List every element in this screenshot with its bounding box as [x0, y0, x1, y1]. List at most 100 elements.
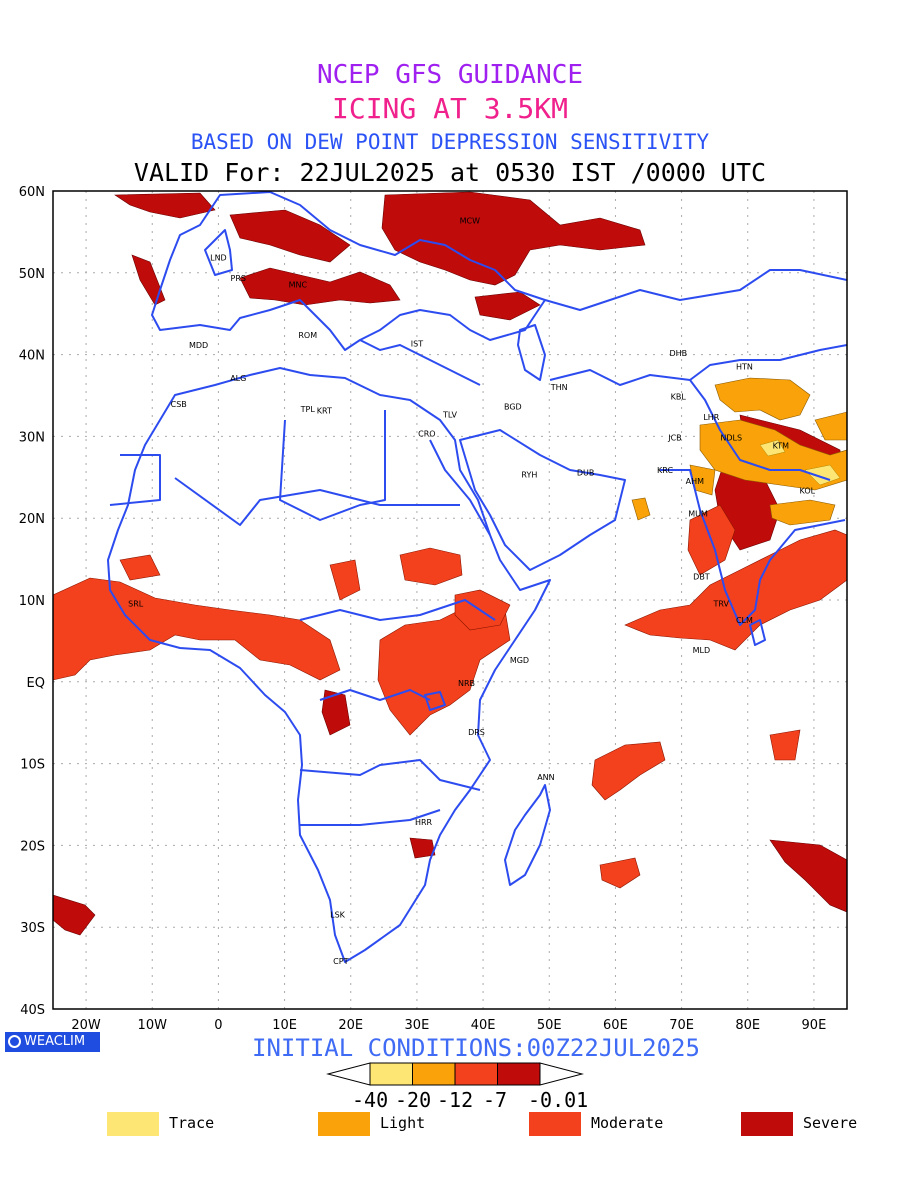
lat-tick-label: 20N [19, 512, 45, 527]
africa-border-4 [299, 759, 481, 791]
city-label: THN [550, 383, 568, 392]
city-label: MGD [510, 656, 529, 665]
europe-coastline [151, 191, 546, 351]
moderate-icing-central-africa [399, 547, 463, 586]
lon-tick-label: 10E [272, 1018, 297, 1033]
city-label: DUB [577, 469, 595, 478]
legend-label: Severe [803, 1114, 858, 1132]
severe-icing-russia [381, 191, 646, 286]
india-border [689, 379, 831, 481]
moderate-icing-chad [329, 559, 361, 601]
city-label: RYH [521, 470, 537, 479]
india-coastline [660, 469, 846, 626]
lon-tick-label: 90E [802, 1018, 827, 1033]
city-label: TLV [442, 411, 457, 420]
legend-label: Trace [169, 1114, 215, 1132]
initial-conditions: INITIAL CONDITIONS:00Z22JUL2025 [252, 1034, 700, 1062]
colorbar-label: -0.01 [528, 1088, 589, 1112]
colorbar-label: -7 [483, 1088, 508, 1112]
lon-tick-label: 80E [735, 1018, 760, 1033]
caspian-coastline [517, 324, 546, 381]
severe-icing-congo [321, 689, 351, 736]
lon-tick-label: 40E [471, 1018, 496, 1033]
light-icing-arabian [631, 497, 651, 521]
severe-icing-south-indian-ocean [769, 839, 847, 913]
city-label: CRO [418, 429, 435, 438]
lon-tick-label: 20E [338, 1018, 363, 1033]
lon-tick-label: 30E [405, 1018, 430, 1033]
moderate-icing-west-africa [53, 577, 341, 681]
sri-lanka-coastline [749, 619, 766, 646]
mediterranean-north [359, 339, 481, 386]
icing-moderate-regions [53, 504, 847, 889]
weaclim-logo: WEACLIM [5, 1032, 100, 1052]
lat-tick-label: 40S [20, 1003, 45, 1018]
severe-icing-atlantic [131, 254, 166, 306]
city-label: IST [411, 339, 423, 348]
city-label: MLD [693, 646, 711, 655]
lat-tick-label: EQ [27, 676, 45, 691]
red-sea [429, 439, 491, 536]
severe-icing-south-atlantic [53, 894, 96, 936]
city-label: NRB [458, 679, 475, 688]
sahel-border [109, 454, 161, 506]
africa-border-5 [300, 809, 441, 826]
legend-swatch [741, 1112, 793, 1136]
city-labels: MCW LND PRS MNC ROM MDD IST ALG CSB TPL KRT THN BGD T… [128, 217, 815, 966]
city-label: MCW [460, 217, 480, 226]
legend-label: Light [380, 1114, 426, 1132]
copyright-icon [8, 1035, 21, 1048]
city-label: JCB [667, 433, 681, 442]
city-label: LHR [703, 413, 719, 422]
title-line-1: NCEP GFS GUIDANCE [316, 60, 584, 90]
city-label: PRS [231, 274, 246, 283]
moderate-icing-ind-ocean-east [769, 729, 801, 761]
city-label: ANN [537, 773, 554, 782]
coastlines-and-borders [107, 191, 847, 963]
city-label: DRS [468, 728, 485, 737]
city-label: SRL [128, 600, 144, 609]
title-line-2: ICING AT 3.5KM [331, 92, 568, 125]
city-label: DBT [693, 573, 710, 582]
africa-border-2 [279, 410, 386, 521]
city-label: AHM [686, 477, 704, 486]
moderate-icing-indian-ocean [599, 857, 641, 889]
moderate-icing-nw-africa [119, 554, 161, 581]
city-label: BGD [504, 402, 522, 411]
severe-icing-black-sea [474, 291, 541, 321]
africa-border-1 [174, 477, 460, 526]
lon-tick-label: 60E [603, 1018, 628, 1033]
city-label: ROM [298, 331, 317, 340]
city-label: HTN [736, 362, 753, 371]
lat-tick-label: 60N [19, 185, 45, 200]
valid-time-title: VALID For: 22JUL2025 at 0530 IST /0000 U… [133, 158, 767, 187]
city-label: LSK [330, 910, 346, 919]
trace-icing-ne-india [804, 464, 841, 486]
moderate-icing-ethiopia [454, 589, 511, 631]
lat-tick-label: 10N [19, 594, 45, 609]
great-britain-coastline [204, 229, 233, 276]
city-label: CSB [171, 400, 187, 409]
city-label: CPT [333, 957, 348, 966]
axis-labels: 60N 50N 40N 30N 20N 10N EQ 10S 20S 30S 40S 20W 10W 0 1… [19, 185, 827, 1033]
africa-border-3 [299, 599, 496, 621]
asia-north-coastline [544, 269, 847, 311]
colorbar-label: -12 [437, 1088, 474, 1112]
city-label: HRR [415, 818, 433, 827]
lon-tick-label: 70E [669, 1018, 694, 1033]
city-label: MDD [189, 341, 208, 350]
colorbar-label: -20 [395, 1088, 432, 1112]
lon-tick-label: 10W [138, 1018, 168, 1033]
city-label: NDLS [720, 433, 742, 442]
moderate-icing-madagascar-sea [591, 741, 666, 801]
lon-tick-label: 20W [71, 1018, 101, 1033]
city-label: LND [210, 254, 227, 263]
madagascar-coastline [504, 784, 551, 886]
city-label: KOL [800, 487, 816, 496]
city-label: ALG [230, 374, 246, 383]
light-icing-himalaya [714, 377, 811, 421]
map-frame [52, 190, 848, 1010]
city-label: KRT [317, 406, 332, 415]
brand-text: WEACLIM [24, 1034, 86, 1049]
